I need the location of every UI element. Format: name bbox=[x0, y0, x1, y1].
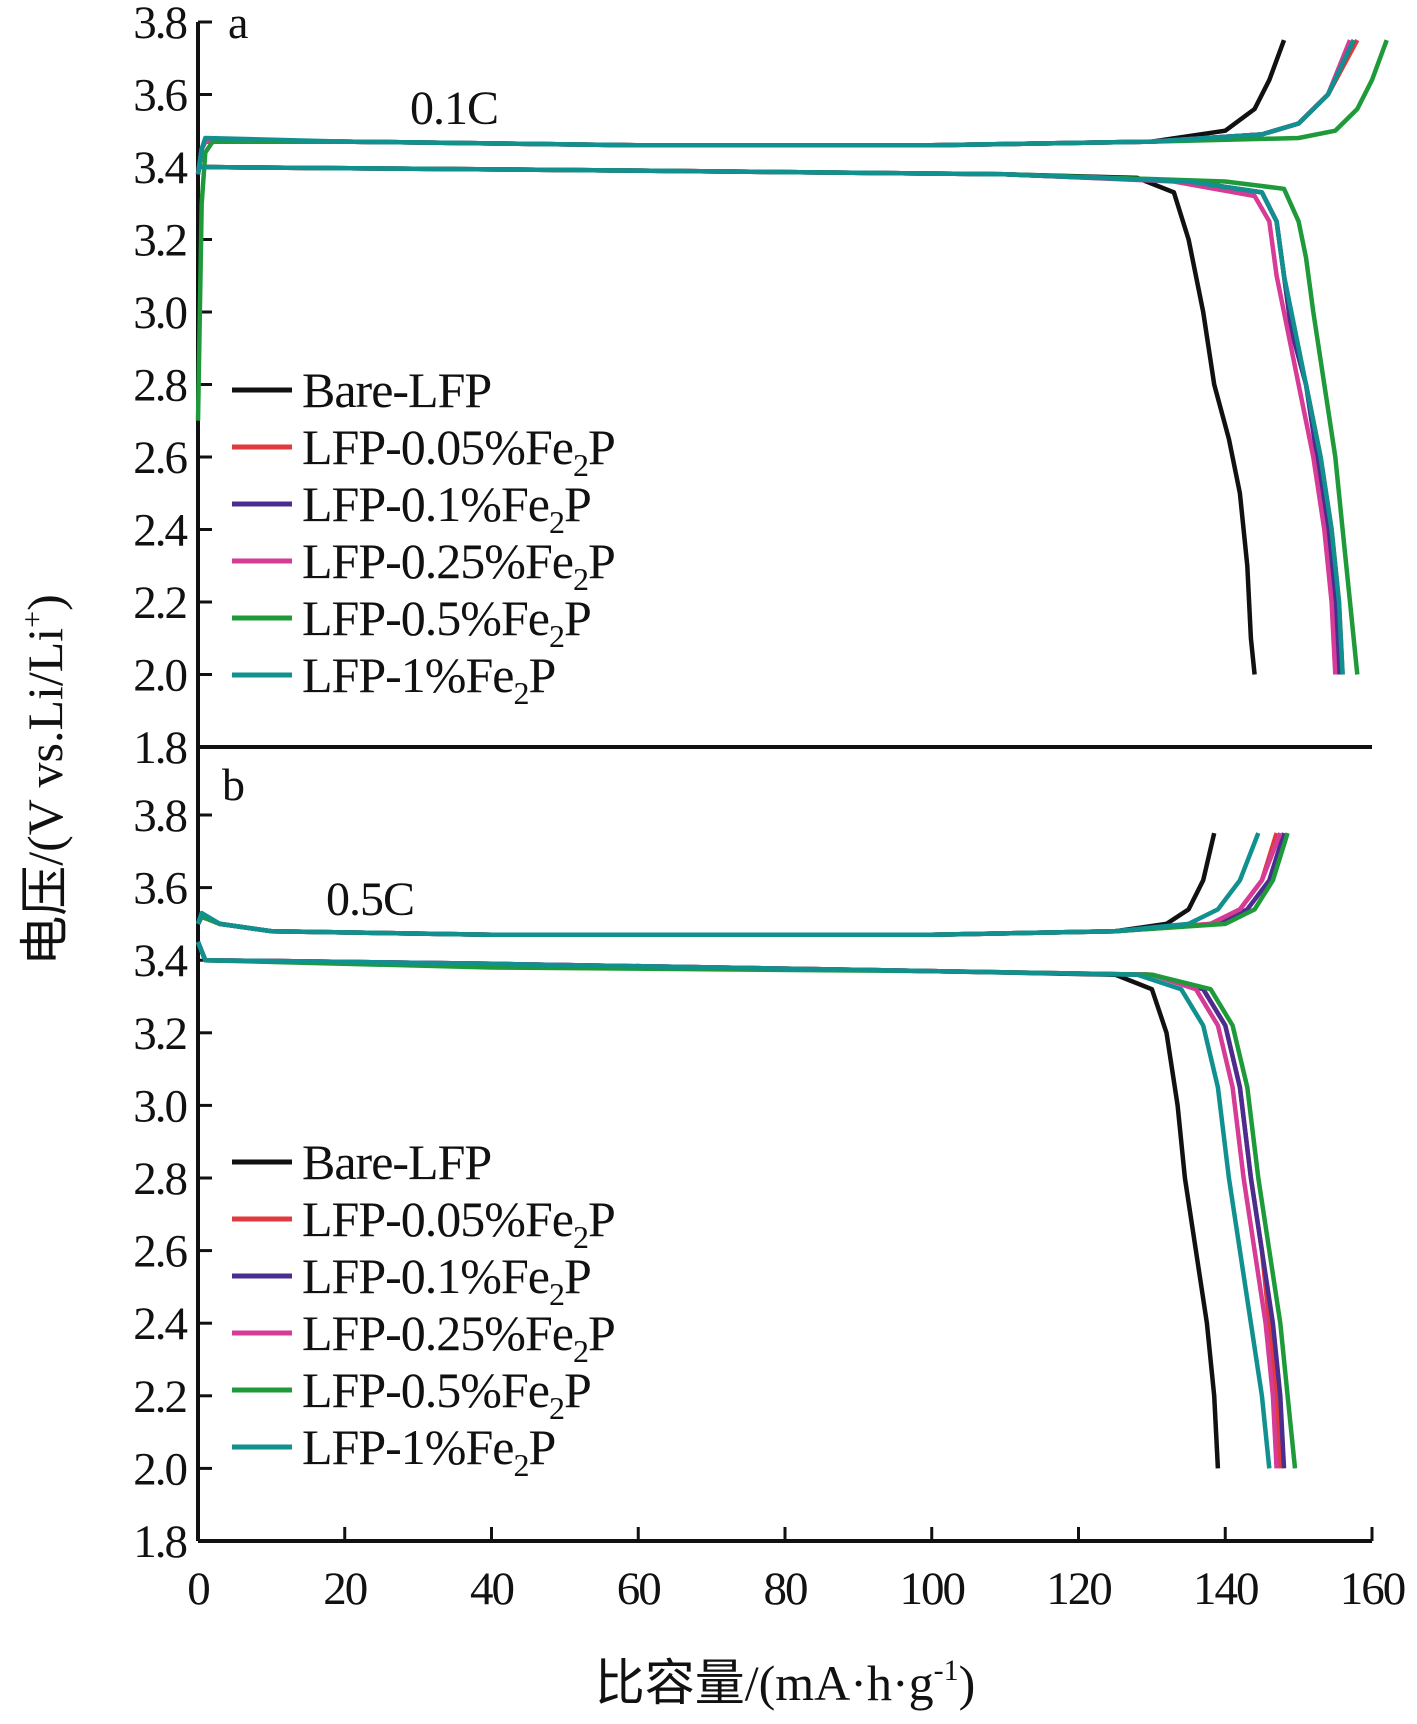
curve-bare-lfp-charge bbox=[195, 39, 1287, 175]
y-tick-label: 2.2 bbox=[133, 577, 186, 629]
y-tick-label: 2.4 bbox=[133, 1298, 187, 1350]
y-tick-label: 3.0 bbox=[133, 1080, 186, 1132]
curve-lfp-1-fe2p-charge bbox=[195, 832, 1261, 938]
x-tick-label: 120 bbox=[1046, 1563, 1111, 1615]
legend-label-lfp-0-05-fe2p: LFP-0.05%Fe2P bbox=[302, 419, 615, 483]
legend-label-lfp-0-1-fe2p: LFP-0.1%Fe2P bbox=[302, 1248, 591, 1312]
curve-lfp-1-fe2p-discharge bbox=[195, 941, 1272, 1469]
x-axis-ticks: 0 20 40 60 80 100 120 140 160 bbox=[187, 1527, 1407, 1615]
curve-lfp-1-fe2p-discharge bbox=[197, 164, 1345, 675]
y-tick-label: 2.2 bbox=[133, 1371, 186, 1423]
y-tick-label: 3.6 bbox=[133, 863, 187, 915]
x-axis-title: 比容量/(mA·h·g-1) bbox=[595, 1654, 976, 1711]
panel-a: a 0.1C 1.8 2.0 2.2 2.4 2.6 2.8 3.0 3.2 3.4 3.6 3.8… bbox=[133, 0, 1389, 774]
x-tick-label: 60 bbox=[617, 1563, 661, 1615]
y-tick-label: 1.8 bbox=[133, 722, 186, 774]
y-tick-label: 3.4 bbox=[133, 142, 187, 194]
panel-a-rate-label: 0.1C bbox=[410, 82, 498, 135]
panel-a-y-ticks: 1.8 2.0 2.2 2.4 2.6 2.8 3.0 3.2 3.4 3.6 3.8 bbox=[133, 0, 212, 774]
panel-b-rate-label: 0.5C bbox=[326, 873, 414, 926]
panel-a-letter: a bbox=[228, 0, 248, 48]
panel-a-curves bbox=[195, 39, 1389, 675]
curve-lfp-0-25-fe2p-charge bbox=[195, 39, 1353, 175]
legend-label-lfp-1-fe2p: LFP-1%Fe2P bbox=[302, 647, 555, 711]
legend-label-bare-lfp: Bare-LFP bbox=[302, 1134, 491, 1190]
y-tick-label: 3.2 bbox=[133, 215, 186, 267]
y-tick-label: 2.8 bbox=[133, 360, 186, 412]
legend-label-lfp-0-1-fe2p: LFP-0.1%Fe2P bbox=[302, 476, 591, 540]
x-tick-label: 0 bbox=[187, 1563, 209, 1615]
y-tick-label: 2.6 bbox=[133, 432, 187, 484]
legend-label-lfp-0-25-fe2p: LFP-0.25%Fe2P bbox=[302, 533, 615, 597]
y-tick-label: 1.8 bbox=[133, 1516, 186, 1568]
y-tick-label: 2.0 bbox=[133, 650, 186, 702]
panel-b-letter: b bbox=[222, 759, 245, 810]
x-tick-label: 160 bbox=[1340, 1563, 1405, 1615]
legend-label-lfp-0-5-fe2p: LFP-0.5%Fe2P bbox=[302, 590, 591, 654]
y-tick-label: 2.0 bbox=[133, 1443, 186, 1495]
y-tick-label: 2.8 bbox=[133, 1153, 186, 1205]
y-tick-label: 3.8 bbox=[133, 790, 186, 842]
y-tick-label: 3.0 bbox=[133, 287, 186, 339]
panel-b: b 0.5C 1.8 2.0 2.2 2.4 2.6 2.8 3.0 3.2 3.4 3.6 3.8… bbox=[133, 759, 1298, 1568]
panel-a-legend: Bare-LFPLFP-0.05%Fe2PLFP-0.1%Fe2PLFP-0.2… bbox=[232, 362, 616, 711]
legend-label-lfp-1-fe2p: LFP-1%Fe2P bbox=[302, 1419, 555, 1483]
curve-lfp-0-5-fe2p-discharge bbox=[195, 941, 1298, 1469]
curve-lfp-1-fe2p-charge bbox=[195, 39, 1356, 175]
legend-label-bare-lfp: Bare-LFP bbox=[302, 362, 491, 418]
y-axis-title: 电压/(V vs.Li/Li+) bbox=[16, 594, 73, 966]
x-tick-label: 20 bbox=[323, 1563, 367, 1615]
x-tick-label: 80 bbox=[764, 1563, 808, 1615]
y-tick-label: 2.4 bbox=[133, 505, 187, 557]
y-tick-label: 3.6 bbox=[133, 70, 187, 122]
panel-b-y-ticks: 1.8 2.0 2.2 2.4 2.6 2.8 3.0 3.2 3.4 3.6 3.8 bbox=[133, 790, 212, 1568]
y-tick-label: 2.6 bbox=[133, 1226, 187, 1278]
y-tick-label: 3.2 bbox=[133, 1008, 186, 1060]
legend-label-lfp-0-5-fe2p: LFP-0.5%Fe2P bbox=[302, 1362, 591, 1426]
x-tick-label: 100 bbox=[900, 1563, 965, 1615]
curve-lfp-0-1-fe2p-charge bbox=[195, 39, 1356, 175]
legend-label-lfp-0-25-fe2p: LFP-0.25%Fe2P bbox=[302, 1305, 615, 1369]
panel-b-legend: Bare-LFPLFP-0.05%Fe2PLFP-0.1%Fe2PLFP-0.2… bbox=[232, 1134, 616, 1483]
y-tick-label: 3.4 bbox=[133, 935, 187, 987]
x-tick-label: 140 bbox=[1193, 1563, 1258, 1615]
curve-lfp-0-05-fe2p-charge bbox=[195, 39, 1360, 175]
y-tick-label: 3.8 bbox=[133, 0, 186, 49]
x-tick-label: 40 bbox=[470, 1563, 514, 1615]
legend-label-lfp-0-05-fe2p: LFP-0.05%Fe2P bbox=[302, 1191, 615, 1255]
panel-b-curves bbox=[195, 832, 1298, 1469]
